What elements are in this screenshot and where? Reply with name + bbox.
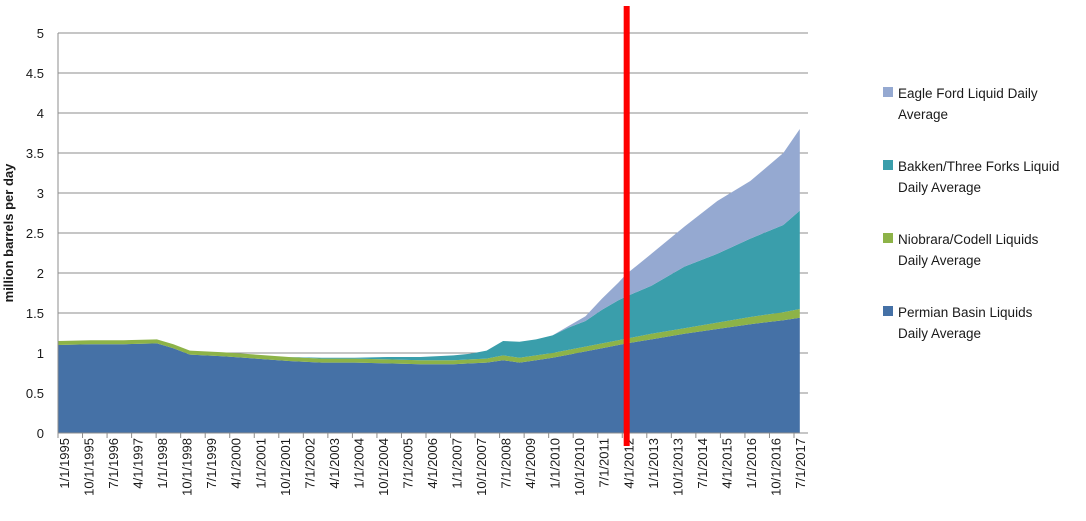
y-tick-labels: 0 0.5 1 1.5 2 2.5 3 3.5 4 4.5 5	[26, 26, 44, 441]
y-tick-label: 4	[37, 106, 44, 121]
y-tick-label: 3.5	[26, 146, 44, 161]
x-tick-label: 4/1/2012	[621, 438, 636, 489]
x-tick-label: 4/1/2006	[425, 438, 440, 489]
x-tick-label: 1/1/2007	[450, 438, 465, 489]
x-tick-label: 4/1/2009	[523, 438, 538, 489]
stacked-areas	[58, 129, 800, 433]
x-tick-label: 10/1/2010	[572, 438, 587, 496]
x-tick-label: 10/1/2004	[376, 438, 391, 496]
y-tick-label: 0.5	[26, 386, 44, 401]
x-tick-label: 7/1/2017	[793, 438, 808, 489]
legend-swatch	[883, 87, 893, 97]
legend-swatch	[883, 233, 893, 243]
x-tick-label: 1/1/1995	[57, 438, 72, 489]
legend-label: Niobrara/Codell Liquids Daily Average	[898, 232, 1039, 268]
x-tick-label: 10/1/1998	[180, 438, 195, 496]
x-tick-label: 7/1/2002	[302, 438, 317, 489]
area-series-2	[58, 210, 800, 361]
x-tick-label: 1/1/2001	[253, 438, 268, 489]
y-tick-label: 1	[37, 346, 44, 361]
y-tick-label: 2.5	[26, 226, 44, 241]
legend-label: Bakken/Three Forks Liquid Daily Average	[898, 159, 1059, 195]
x-tick-label: 7/1/2008	[499, 438, 514, 489]
area-series-3	[58, 129, 800, 358]
x-tick-label: 1/1/2010	[548, 438, 563, 489]
x-tick-label: 4/1/2000	[229, 438, 244, 489]
legend-label: Eagle Ford Liquid Daily Average	[898, 86, 1038, 122]
legend: Eagle Ford Liquid Daily Average Bakken/Thr…	[883, 86, 1059, 341]
y-axis-label: million barrels per day	[1, 163, 16, 302]
x-tick-label: 10/1/2016	[768, 438, 783, 496]
x-tick-label: 4/1/2003	[327, 438, 342, 489]
y-tick-label: 0	[37, 426, 44, 441]
x-tick-labels: 1/1/1995 10/1/1995 7/1/1996 4/1/1997 1/1/199…	[57, 433, 808, 496]
x-tick-label: 7/1/2011	[597, 438, 612, 488]
area-series-1	[58, 309, 800, 365]
x-tick-label: 1/1/2016	[744, 438, 759, 489]
legend-label: Permian Basin Liquids Daily Average	[898, 305, 1033, 341]
axes	[57, 33, 808, 434]
x-tick-label: 7/1/1996	[106, 438, 121, 489]
x-tick-label: 1/1/2013	[646, 438, 661, 489]
x-tick-label: 4/1/1997	[131, 438, 146, 489]
x-tick-label: 7/1/2014	[695, 438, 710, 489]
x-tick-label: 1/1/2004	[351, 438, 366, 489]
legend-swatch	[883, 306, 893, 316]
legend-swatch	[883, 160, 893, 170]
x-tick-label: 10/1/2013	[670, 438, 685, 496]
y-tick-label: 1.5	[26, 306, 44, 321]
x-tick-label: 7/1/2005	[400, 438, 415, 489]
x-tick-label: 10/1/2007	[474, 438, 489, 496]
y-tick-label: 3	[37, 186, 44, 201]
x-tick-label: 4/1/2015	[719, 438, 734, 489]
area-series-0	[58, 317, 800, 433]
x-tick-label: 10/1/2001	[278, 438, 293, 496]
x-tick-label: 10/1/1995	[82, 438, 97, 496]
y-tick-label: 2	[37, 266, 44, 281]
x-tick-label: 1/1/1998	[155, 438, 170, 489]
y-tick-label: 4.5	[26, 66, 44, 81]
x-tick-label: 7/1/1999	[204, 438, 219, 489]
y-tick-label: 5	[37, 26, 44, 41]
